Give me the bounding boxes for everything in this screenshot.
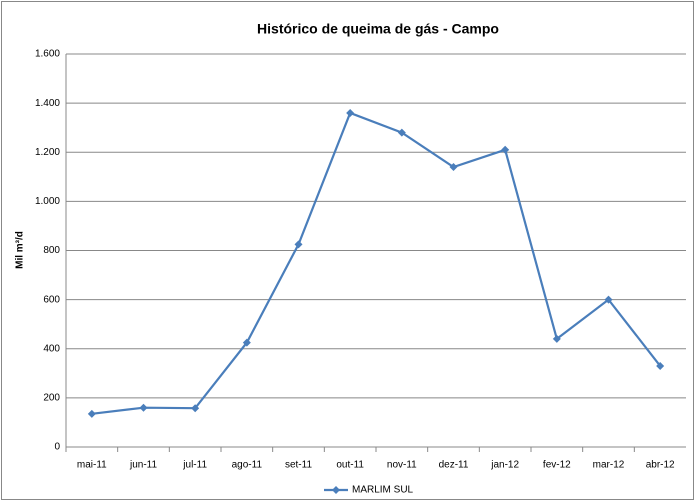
point-marker: [604, 295, 613, 304]
point-marker: [501, 145, 510, 154]
y-tick-label: 1.600: [35, 49, 60, 60]
x-tick-label: jan-12: [490, 460, 519, 471]
y-tick-label: 200: [43, 393, 60, 404]
x-tick-label: out-11: [336, 460, 364, 471]
series-line: [91, 111, 662, 415]
x-tick-label: mai-11: [77, 460, 107, 471]
y-tick-label: 1.400: [35, 98, 60, 109]
point-marker: [87, 409, 96, 418]
x-tick-label: mar-12: [593, 460, 625, 471]
x-tick-label: abr-12: [646, 460, 675, 471]
x-tick-label: dez-11: [439, 460, 469, 471]
y-tick-label: 1.200: [35, 147, 60, 158]
y-tick-label: 800: [43, 245, 60, 256]
x-tick-label: fev-12: [543, 460, 571, 471]
legend-marker: [332, 486, 340, 494]
chart-title: Histórico de queima de gás - Campo: [257, 21, 499, 37]
point-marker: [346, 108, 355, 117]
point-marker: [294, 240, 303, 249]
point-marker: [139, 403, 148, 412]
point-marker: [552, 334, 561, 343]
point-marker: [449, 162, 458, 171]
x-tick-label: jul-11: [182, 460, 207, 471]
x-tick-label: ago-11: [232, 460, 263, 471]
y-axis-title: Mil m³/d: [15, 231, 26, 269]
y-tick-label: 0: [54, 442, 60, 453]
point-marker: [397, 128, 406, 137]
point-marker: [191, 404, 200, 413]
legend-label: MARLIM SUL: [352, 485, 414, 496]
y-tick-label: 1.000: [35, 196, 60, 207]
y-tick-label: 400: [43, 343, 60, 354]
y-tick-label: 600: [43, 294, 60, 305]
point-marker: [656, 361, 665, 370]
x-tick-label: set-11: [285, 460, 312, 471]
point-marker: [242, 338, 251, 347]
x-tick-label: nov-11: [387, 460, 417, 471]
x-tick-label: jun-11: [129, 460, 157, 471]
